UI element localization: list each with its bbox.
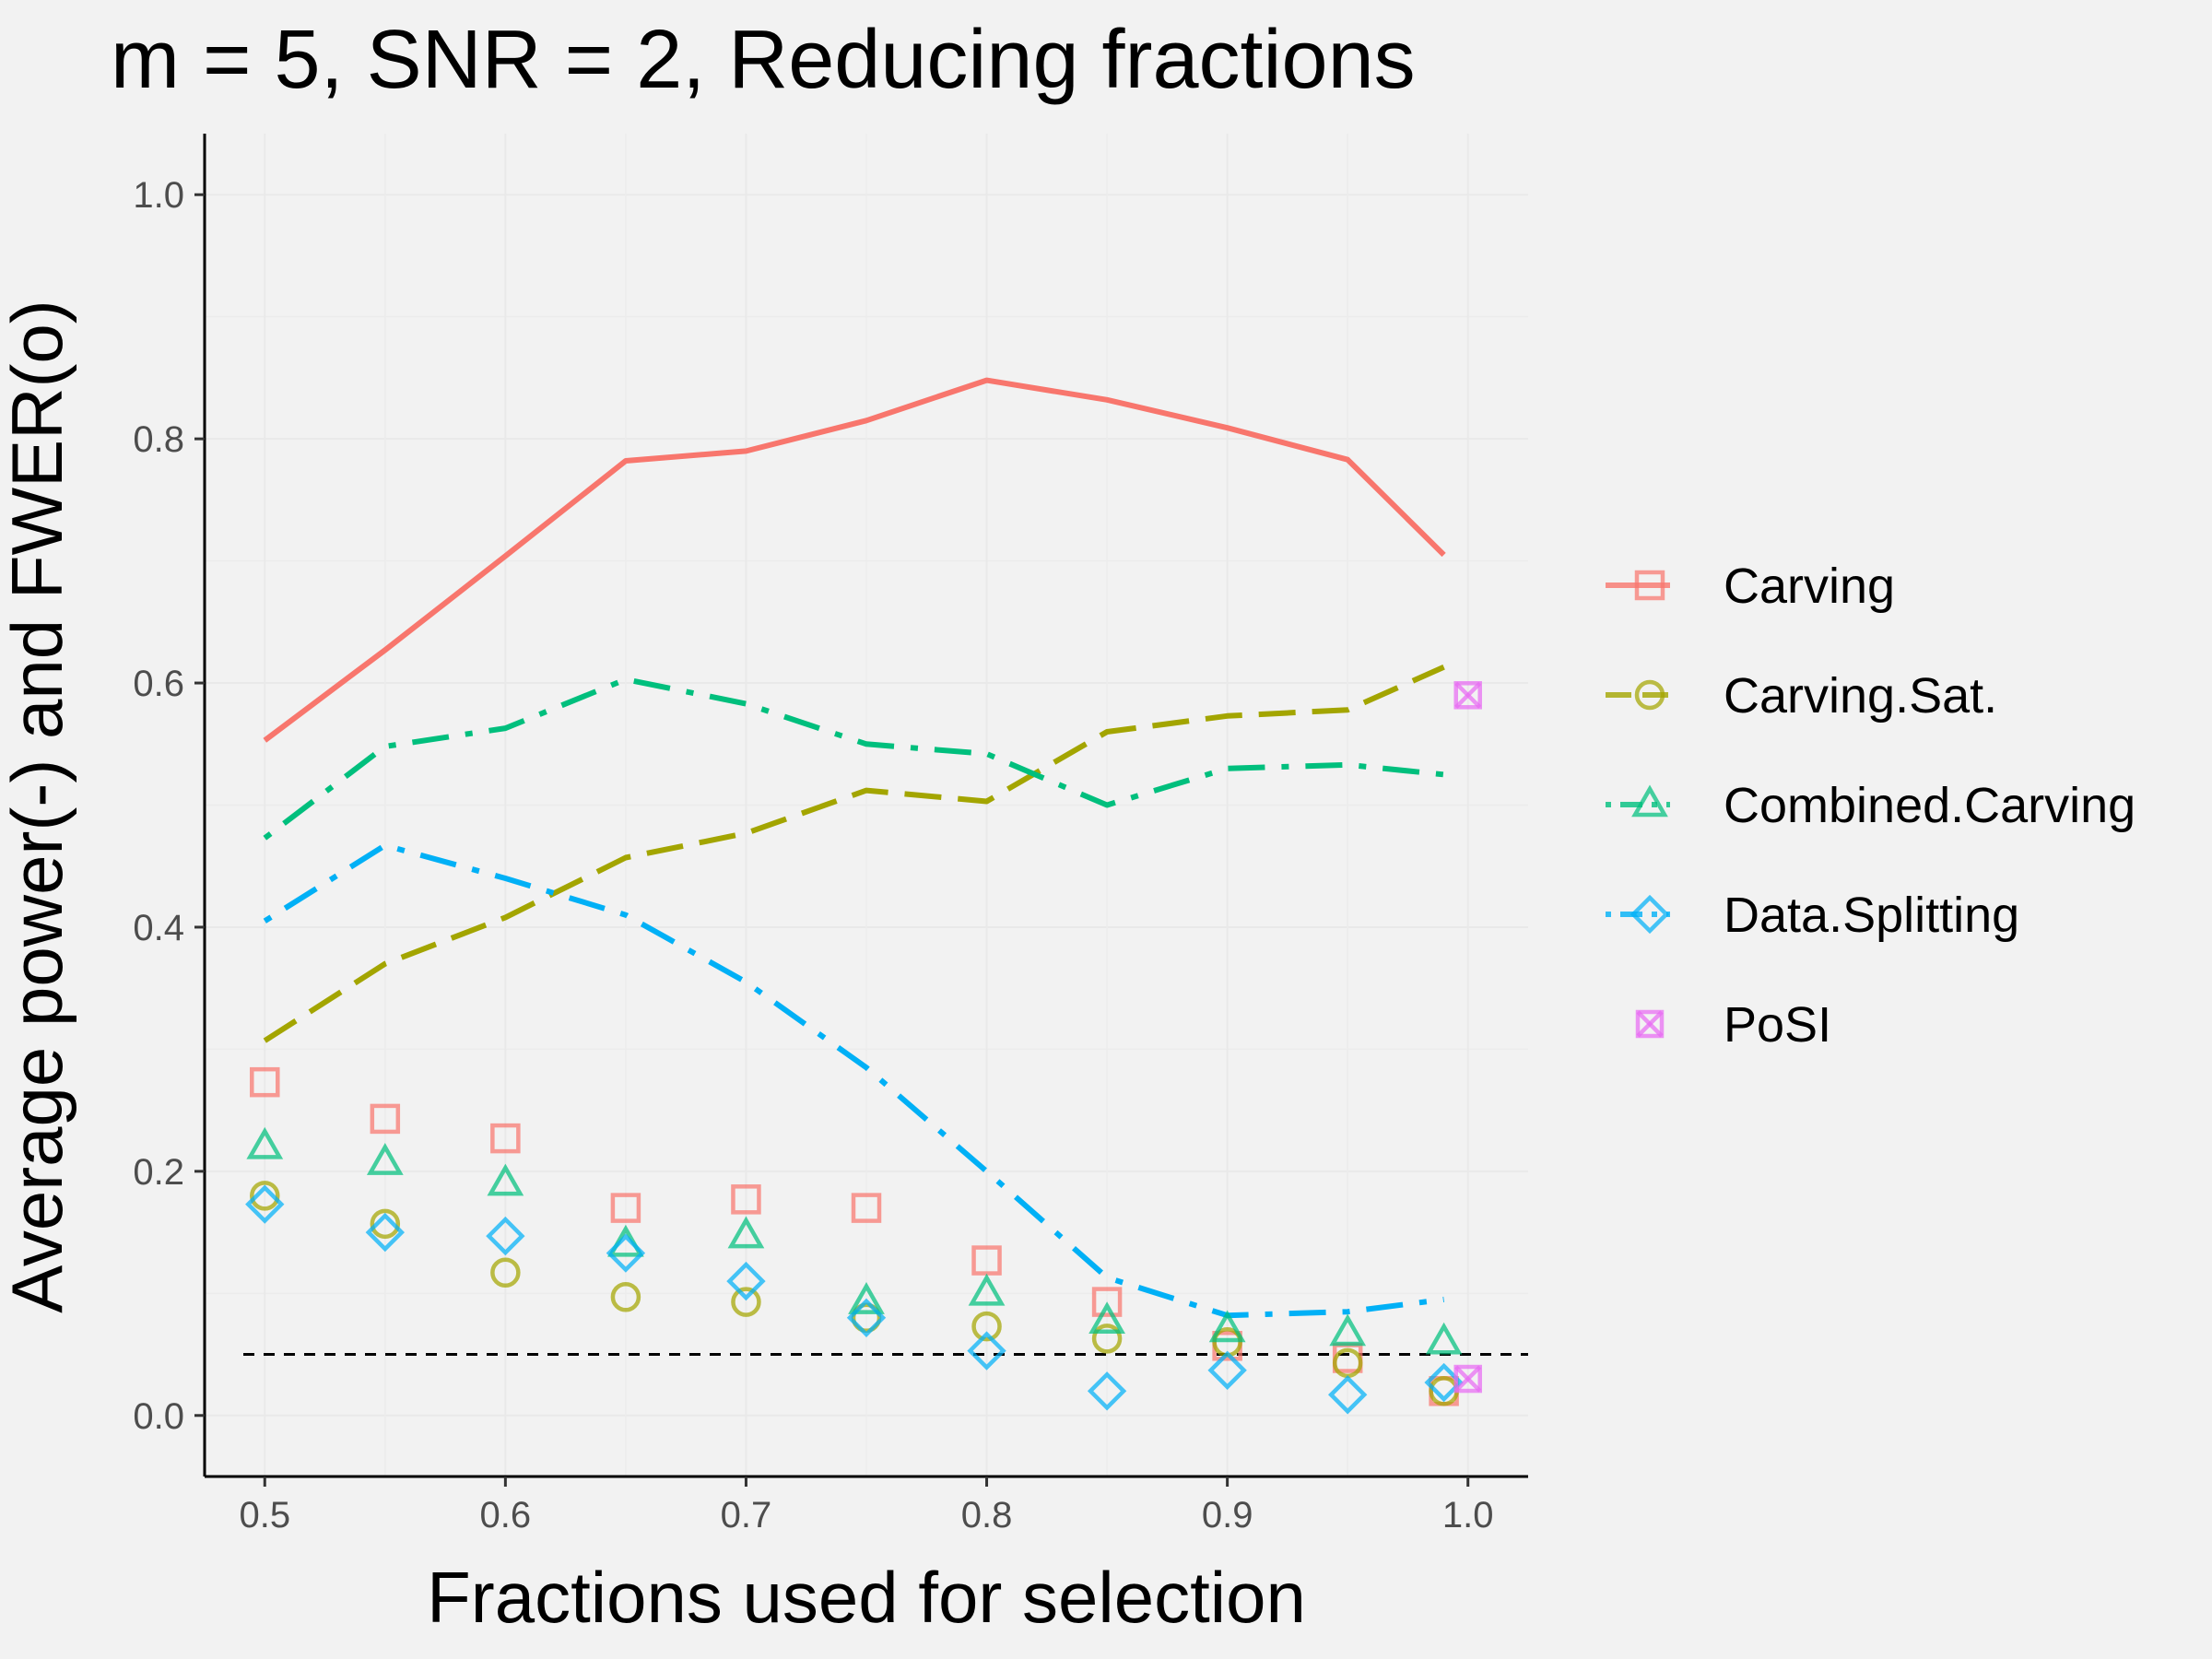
fwer-point-carving <box>490 1123 521 1154</box>
fwer-point-data-splitting <box>245 1184 285 1224</box>
fwer-point-carving <box>1091 1287 1123 1317</box>
fwer-point-carving <box>731 1184 761 1215</box>
legend-label-posi: PoSI <box>1724 997 1831 1053</box>
fwer-point-carving <box>971 1245 1002 1276</box>
fwer-point-data-splitting <box>1087 1371 1127 1411</box>
legend-key-marker-carving-sat <box>1634 679 1665 711</box>
legend: Carving Carving.Sat. Combined.Carving Data.… <box>1606 559 2136 1053</box>
legend-label-carving-sat: Carving.Sat. <box>1724 668 1997 724</box>
chart-title: m = 5, SNR = 2, Reducing fractions <box>111 14 1416 106</box>
legend-key-marker-data-splitting <box>1630 894 1670 935</box>
fwer-point-data-splitting <box>1207 1350 1247 1390</box>
fwer-point-data-splitting <box>486 1216 525 1256</box>
series-lines <box>263 377 1446 1319</box>
axes: 0.0 0.2 0.4 0.6 0.8 1.0 0.5 0.6 0.7 0.8 0.9 1.0 <box>133 134 1528 1535</box>
legend-label-data-splitting: Data.Splitting <box>1724 888 2019 943</box>
fwer-point-carving-sat <box>971 1311 1002 1342</box>
x-tick-label: 0.5 <box>239 1495 290 1535</box>
fwer-point-data-splitting <box>726 1261 766 1301</box>
legend-key-marker-posi <box>1635 1009 1665 1039</box>
x-tick-label: 0.9 <box>1202 1495 1253 1535</box>
fwer-point-carving <box>610 1193 641 1223</box>
series-line-carving-sat <box>263 665 1445 1043</box>
fwer-point-data-splitting <box>365 1212 406 1253</box>
legend-key-marker-carving <box>1634 570 1665 601</box>
fwer-point-combined-carving <box>246 1126 284 1159</box>
y-tick-label: 0.6 <box>133 664 184 704</box>
fwer-point-carving-sat <box>370 1208 401 1240</box>
fwer-point-posi <box>1453 1364 1482 1394</box>
fwer-point-data-splitting <box>846 1298 887 1337</box>
fwer-point-carving <box>250 1066 280 1098</box>
fwer-point-carving-sat <box>610 1282 641 1312</box>
series-points <box>245 681 1482 1415</box>
series-line-combined-carving <box>263 677 1444 841</box>
power-point-posi-cross <box>1454 681 1482 709</box>
fwer-point-carving <box>370 1103 401 1135</box>
fwer-point-combined-carving <box>366 1143 404 1175</box>
fwer-point-carving-sat <box>490 1257 521 1288</box>
fwer-point-carving-sat <box>250 1181 280 1211</box>
fwer-point-combined-carving <box>1329 1313 1367 1347</box>
fwer-point-posi-cross <box>1454 1365 1482 1393</box>
legend-key-marker-combined-carving <box>1631 784 1668 818</box>
fwer-point-combined-carving <box>1088 1301 1125 1335</box>
x-tick-label: 0.6 <box>480 1495 532 1535</box>
series-line-carving <box>263 377 1446 743</box>
legend-label-combined-carving: Combined.Carving <box>1724 778 2136 833</box>
fwer-point-combined-carving <box>1425 1322 1463 1355</box>
fwer-point-carving-sat <box>851 1302 882 1334</box>
fwer-point-combined-carving <box>968 1273 1006 1306</box>
y-axis-title: Average power(-) and FWER(o) <box>0 300 77 1313</box>
fwer-point-carving <box>851 1193 882 1223</box>
fwer-point-combined-carving <box>848 1282 885 1314</box>
series-line-data-splitting <box>263 842 1444 1319</box>
y-tick-label: 0.0 <box>133 1396 184 1437</box>
fwer-point-data-splitting <box>606 1233 646 1273</box>
fwer-point-carving-sat <box>1091 1324 1123 1354</box>
fwer-point-carving-sat <box>731 1287 761 1317</box>
legend-label-carving: Carving <box>1724 559 1895 614</box>
y-tick-label: 1.0 <box>133 175 184 216</box>
fwer-point-data-splitting <box>967 1331 1006 1371</box>
x-tick-label: 0.8 <box>961 1495 1013 1535</box>
fwer-point-data-splitting <box>1327 1375 1368 1415</box>
y-tick-label: 0.2 <box>133 1152 184 1193</box>
y-tick-label: 0.8 <box>133 419 184 460</box>
x-axis-title: Fractions used for selection <box>427 1557 1306 1638</box>
power-point-posi <box>1453 681 1482 710</box>
y-tick-label: 0.4 <box>133 908 184 948</box>
fwer-point-combined-carving <box>1208 1310 1246 1343</box>
x-tick-label: 1.0 <box>1442 1495 1494 1535</box>
x-tick-label: 0.7 <box>721 1495 772 1535</box>
fwer-point-combined-carving <box>487 1163 524 1196</box>
legend-key-marker-posi-cross <box>1636 1010 1664 1038</box>
fwer-point-combined-carving <box>727 1216 765 1249</box>
